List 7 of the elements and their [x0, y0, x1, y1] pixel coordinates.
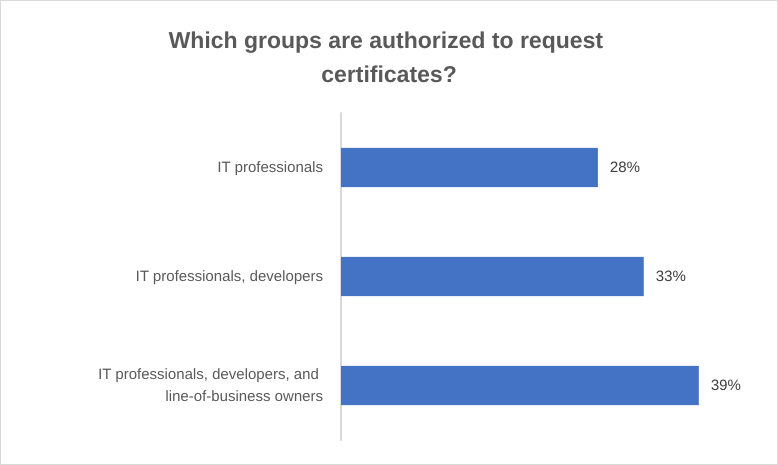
data-label: 39%: [710, 377, 741, 394]
data-label: 28%: [610, 159, 640, 176]
y-tick-label: IT professionals: [217, 159, 323, 176]
y-tick-label: IT professionals, developers, and line-of-business owners: [98, 366, 323, 405]
data-label: 33%: [656, 268, 686, 285]
chart-title: Which groups are authorized to request certificates?: [168, 27, 610, 87]
y-tick-label: IT professionals, developers: [136, 268, 323, 285]
